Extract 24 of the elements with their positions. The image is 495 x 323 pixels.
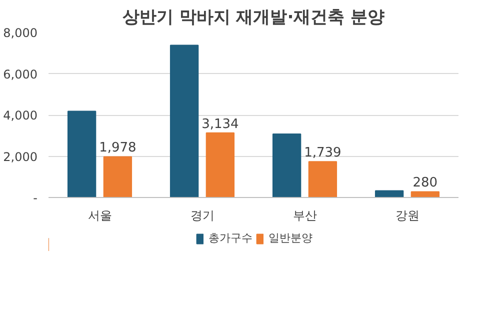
y-tick-label: 8,000 [3,26,38,40]
y-tick-label: 4,000 [3,108,38,122]
x-tick-label: 강원 [395,208,420,222]
legend-label: 일반분양 [268,230,312,246]
data-label: 280 [412,176,438,191]
bar [308,161,338,198]
chart-title: 상반기 막바지 재개발·재건축 분양 [122,8,385,28]
bar [374,190,404,198]
bar [272,133,302,198]
bar [170,44,199,198]
y-tick-label: 6,000 [3,67,38,82]
bar [206,132,235,198]
bar [410,191,440,198]
data-label: 3,134 [202,116,239,132]
x-tick-label: 부산 [292,208,317,222]
y-tick-label: - [33,191,38,205]
bar [103,156,132,198]
x-tick-label: 경기 [190,208,214,222]
x-tick-label: 서울 [88,208,112,222]
data-label: 1,978 [99,140,136,156]
bar [67,110,96,198]
y-tick-label: 2,000 [3,150,38,164]
data-label: 1,739 [304,146,342,161]
legend-label: 총가구수 [208,230,252,246]
